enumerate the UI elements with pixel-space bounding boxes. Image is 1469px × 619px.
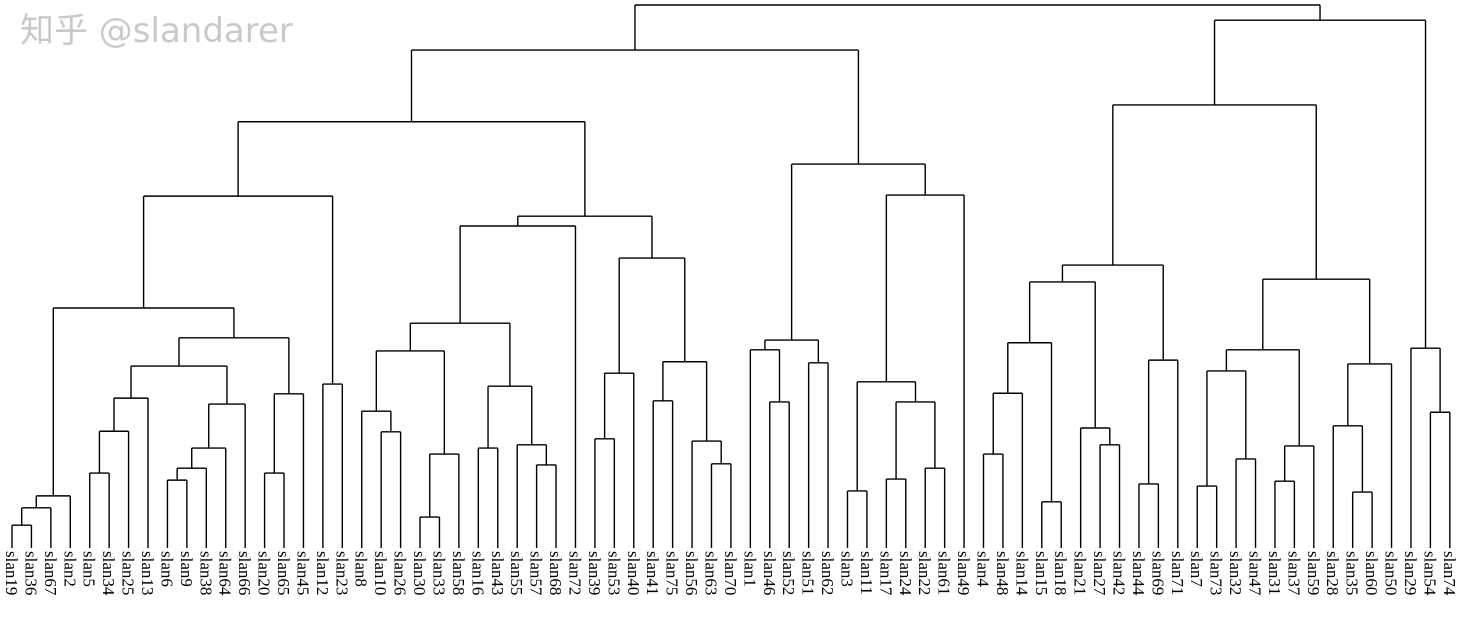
leaf-label-slan40: slan40 [624,551,643,595]
leaf-label-slan67: slan67 [41,551,60,596]
leaf-label-slan34: slan34 [99,551,118,596]
leaf-label-slan59: slan59 [1304,551,1323,595]
leaf-label-slan57: slan57 [527,551,546,596]
leaf-label-slan35: slan35 [1343,551,1362,595]
leaf-label-slan33: slan33 [429,551,448,595]
leaf-label-slan43: slan43 [488,551,507,595]
leaf-label-slan18: slan18 [1051,551,1070,595]
leaf-label-slan72: slan72 [565,551,584,595]
leaf-label-slan16: slan16 [468,551,487,595]
leaf-label-slan7: slan7 [1187,551,1206,587]
leaf-label-slan32: slan32 [1226,551,1245,595]
leaf-label-slan70: slan70 [721,551,740,595]
leaf-label-slan49: slan49 [954,551,973,595]
leaf-label-slan37: slan37 [1284,551,1303,596]
leaf-label-slan22: slan22 [915,551,934,595]
leaf-label-slan66: slan66 [235,551,254,595]
leaf-label-slan17: slan17 [876,551,895,596]
leaf-label-slan36: slan36 [21,551,40,595]
leaf-label-slan73: slan73 [1207,551,1226,595]
leaf-label-slan54: slan54 [1420,551,1439,596]
leaf-label-slan46: slan46 [760,551,779,595]
leaf-label-slan52: slan52 [779,551,798,595]
leaf-label-slan30: slan30 [410,551,429,595]
leaf-label-slan8: slan8 [352,551,371,587]
leaf-label-slan71: slan71 [1168,551,1187,595]
leaf-label-slan20: slan20 [255,551,274,595]
leaf-label-slan63: slan63 [701,551,720,595]
leaf-label-slan10: slan10 [371,551,390,595]
leaf-label-slan58: slan58 [449,551,468,595]
leaf-label-slan62: slan62 [818,551,837,595]
leaf-label-slan19: slan19 [2,551,21,595]
leaf-label-slan9: slan9 [177,551,196,587]
leaf-label-slan50: slan50 [1382,551,1401,595]
leaf-label-slan68: slan68 [546,551,565,595]
leaf-label-slan75: slan75 [663,551,682,595]
leaf-label-slan55: slan55 [507,551,526,595]
watermark: 知乎 @slandarer [20,11,293,51]
leaf-label-slan11: slan11 [857,551,876,595]
leaf-label-slan74: slan74 [1440,551,1459,596]
leaf-label-slan13: slan13 [138,551,157,595]
leaf-label-slan27: slan27 [1090,551,1109,596]
leaf-label-slan25: slan25 [119,551,138,595]
leaf-label-slan51: slan51 [799,551,818,595]
leaf-label-slan64: slan64 [216,551,235,596]
leaf-label-slan2: slan2 [60,551,79,587]
leaf-label-slan38: slan38 [196,551,215,595]
leaf-label-slan53: slan53 [604,551,623,595]
leaf-label-slan26: slan26 [391,551,410,595]
leaf-label-slan6: slan6 [157,551,176,587]
leaf-label-slan3: slan3 [837,551,856,587]
leaf-label-slan29: slan29 [1401,551,1420,595]
leaf-label-slan44: slan44 [1129,551,1148,596]
leaf-label-slan21: slan21 [1071,551,1090,595]
leaf-label-slan65: slan65 [274,551,293,595]
leaf-label-slan48: slan48 [993,551,1012,595]
leaf-label-slan60: slan60 [1362,551,1381,595]
leaf-label-slan69: slan69 [1148,551,1167,595]
leaf-label-slan39: slan39 [585,551,604,595]
leaf-label-slan45: slan45 [293,551,312,595]
leaf-label-slan12: slan12 [313,551,332,595]
leaf-label-slan4: slan4 [974,551,993,587]
leaf-label-slan23: slan23 [332,551,351,595]
leaf-label-slan42: slan42 [1110,551,1129,595]
leaf-label-slan28: slan28 [1323,551,1342,595]
leaf-labels: slan19 slan36 slan67 slan2 slan5 slan34 slan25… [2,551,1459,596]
leaf-label-slan47: slan47 [1246,551,1265,596]
leaf-label-slan14: slan14 [1012,551,1031,596]
leaf-label-slan56: slan56 [682,551,701,595]
leaf-label-slan31: slan31 [1265,551,1284,595]
leaf-label-slan5: slan5 [80,551,99,587]
leaf-label-slan15: slan15 [1032,551,1051,595]
dendrogram-links [11,4,1451,548]
leaf-label-slan1: slan1 [740,551,759,587]
leaf-label-slan41: slan41 [643,551,662,595]
leaf-label-slan61: slan61 [935,551,954,595]
leaf-label-slan24: slan24 [896,551,915,596]
